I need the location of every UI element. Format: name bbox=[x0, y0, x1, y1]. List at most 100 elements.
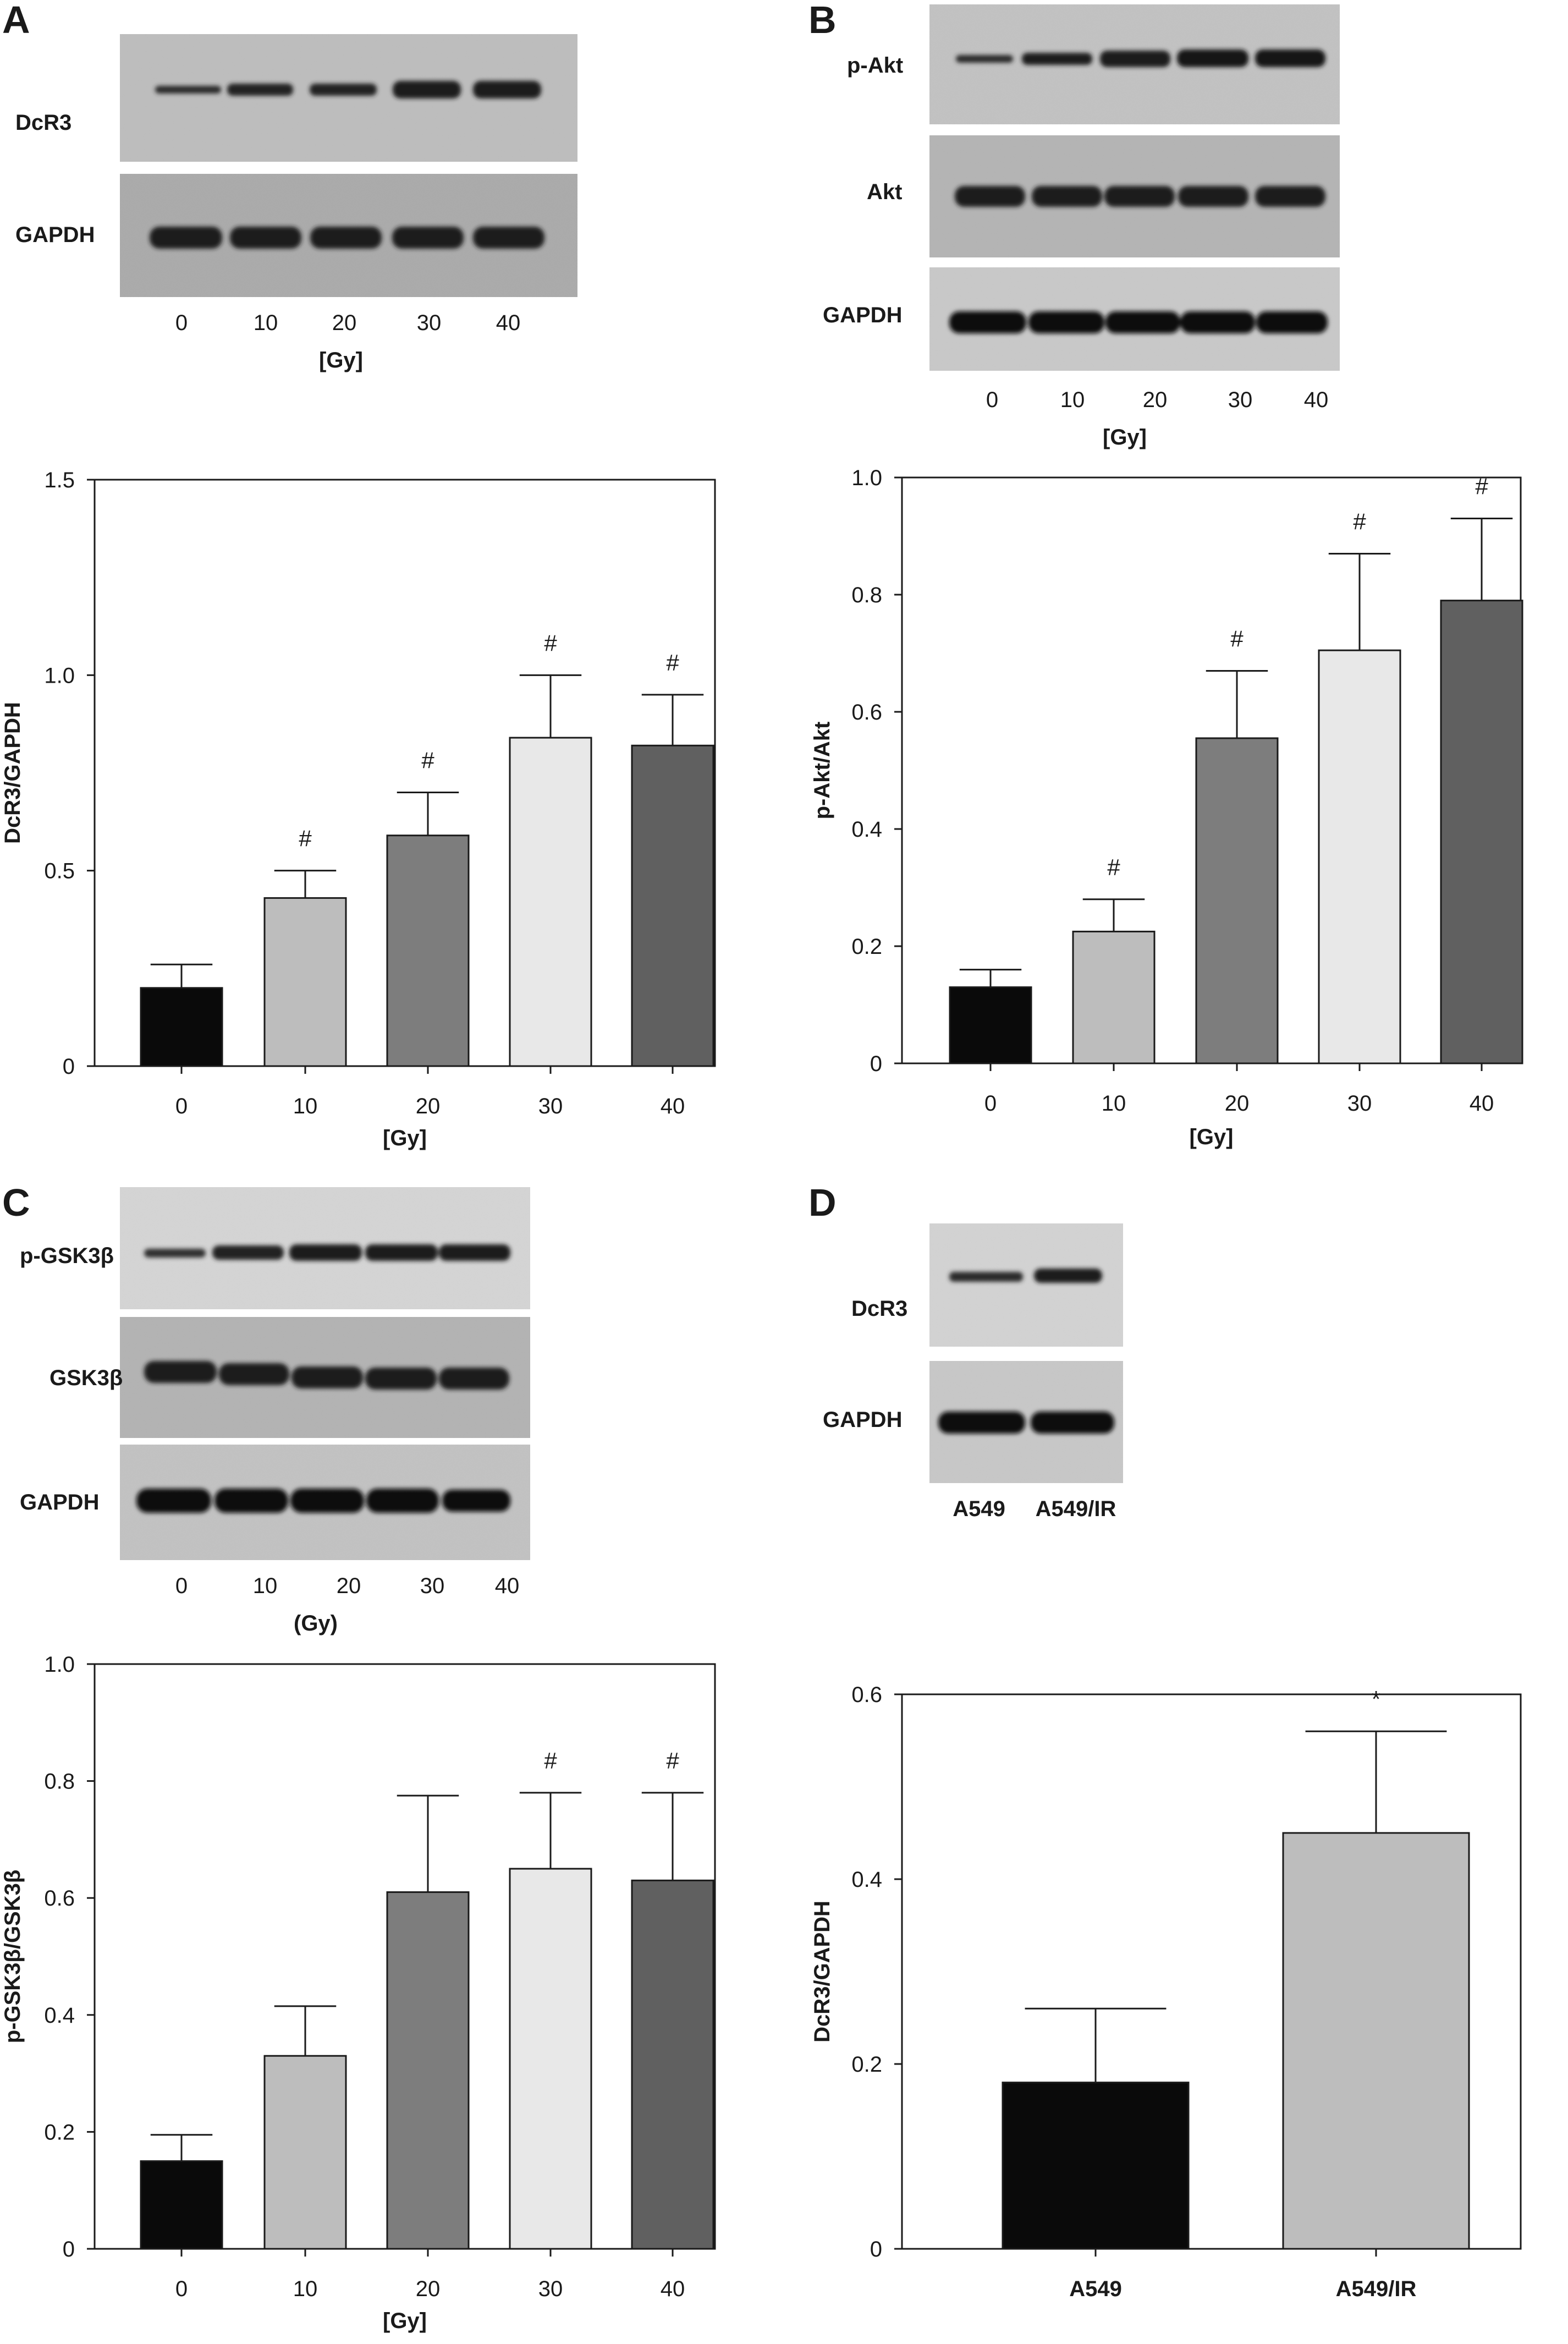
significance-hash: # bbox=[421, 748, 434, 773]
x-tick-label: 40 bbox=[661, 1094, 685, 1118]
band bbox=[1255, 186, 1325, 207]
x-tick-label: 30 bbox=[538, 2277, 563, 2301]
panel-letter-b: B bbox=[808, 0, 837, 41]
blot-a-lane-40: 40 bbox=[496, 311, 521, 335]
y-tick-label: 0 bbox=[63, 2237, 75, 2261]
band bbox=[1178, 186, 1248, 207]
x-tick-label: 10 bbox=[293, 2277, 318, 2301]
bar bbox=[1002, 2082, 1190, 2250]
band bbox=[1031, 1412, 1114, 1434]
significance-hash: # bbox=[544, 630, 557, 656]
band bbox=[1100, 51, 1170, 67]
significance-hash: # bbox=[544, 1748, 557, 1774]
blot-b-label-gapdh: GAPDH bbox=[823, 303, 902, 327]
significance-hash: # bbox=[666, 650, 679, 676]
y-axis-title: p-GSK3β/GSK3β bbox=[1, 1870, 25, 2044]
band bbox=[144, 1361, 217, 1383]
y-tick-label: 1.0 bbox=[851, 466, 882, 490]
x-axis-title: [Gy] bbox=[383, 2309, 427, 2333]
band bbox=[289, 1244, 362, 1261]
blot-a-xlabel: [Gy] bbox=[319, 348, 363, 372]
band bbox=[155, 86, 221, 94]
y-axis-title: DcR3/GAPDH bbox=[1, 702, 25, 844]
bar bbox=[263, 2055, 347, 2250]
y-tick-label: 0 bbox=[63, 1055, 75, 1079]
bar bbox=[1072, 930, 1156, 1064]
band bbox=[955, 186, 1025, 207]
band bbox=[956, 55, 1013, 63]
bar bbox=[140, 987, 223, 1067]
panel-letter-a: A bbox=[2, 0, 30, 41]
bar-chart-c: 0 0.2 0.4 0.6 0.8 1.0 0 10 20 30 #40 # [Gy] p-GSK3β/G… bbox=[1, 1653, 716, 2333]
y-tick-label: 0.4 bbox=[44, 2003, 75, 2028]
x-tick-label: A549 bbox=[1069, 2277, 1122, 2301]
bar-chart-d: 0 0.2 0.4 0.6 A549 A549/IR * DcR3/GAPDH bbox=[810, 1683, 1522, 2301]
blot-c-lane-40: 40 bbox=[495, 1574, 520, 1598]
blot-c-label-gsk3b: GSK3β bbox=[49, 1366, 123, 1390]
band bbox=[473, 227, 544, 249]
band bbox=[439, 1244, 510, 1261]
blot-a-lane-20: 20 bbox=[332, 311, 357, 335]
y-tick-label: 0 bbox=[870, 1052, 882, 1076]
blot-b-lane-20: 20 bbox=[1143, 388, 1168, 412]
x-tick-label: A549/IR bbox=[1336, 2277, 1417, 2301]
x-tick-label: 0 bbox=[984, 1091, 997, 1116]
band bbox=[291, 1366, 363, 1388]
y-tick-label: 0.4 bbox=[851, 817, 882, 842]
blot-b-xlabel: [Gy] bbox=[1103, 425, 1147, 449]
band bbox=[1028, 311, 1104, 333]
bar bbox=[386, 1891, 470, 2250]
band bbox=[310, 84, 377, 96]
significance-hash: # bbox=[1107, 854, 1120, 880]
band bbox=[227, 84, 293, 96]
bar bbox=[509, 1868, 592, 2250]
blot-c-xlabel: (Gy) bbox=[294, 1611, 338, 1635]
y-tick-label: 0.6 bbox=[851, 700, 882, 724]
western-blot-d: DcR3 GAPDH A549 A549/IR bbox=[823, 1223, 1123, 1521]
bar bbox=[631, 744, 714, 1067]
bar bbox=[263, 897, 347, 1067]
y-tick-label: 0.2 bbox=[851, 2052, 882, 2077]
western-blot-a: DcR3 GAPDH 0 10 20 30 40 [Gy] bbox=[15, 34, 577, 372]
panel-letter-d: D bbox=[808, 1181, 837, 1224]
band bbox=[1034, 1269, 1102, 1283]
significance-hash: # bbox=[1353, 508, 1366, 534]
band bbox=[938, 1412, 1025, 1434]
band bbox=[230, 227, 301, 249]
band bbox=[949, 311, 1026, 333]
bar bbox=[140, 2160, 223, 2250]
band bbox=[366, 1489, 439, 1513]
y-tick-label: 0.4 bbox=[851, 1868, 882, 1892]
bar bbox=[949, 986, 1032, 1064]
band bbox=[214, 1489, 288, 1513]
x-tick-label: 40 bbox=[661, 2277, 685, 2301]
band bbox=[1104, 186, 1175, 207]
blot-a-lane-30: 30 bbox=[417, 311, 442, 335]
band bbox=[365, 1244, 438, 1261]
blot-b-label-akt: Akt bbox=[867, 180, 902, 204]
panel-letter-c: C bbox=[2, 1181, 30, 1224]
x-tick-label: 0 bbox=[175, 2277, 188, 2301]
blot-a-label-dcr3: DcR3 bbox=[15, 111, 71, 135]
blot-b-lane-0: 0 bbox=[986, 388, 998, 412]
y-tick-label: 0.5 bbox=[44, 859, 75, 883]
western-blot-b: p-Akt Akt GAPDH 0 10 20 30 40 [Gy] bbox=[823, 4, 1340, 449]
x-tick-label: 0 bbox=[175, 1094, 188, 1118]
band bbox=[150, 227, 222, 249]
significance-hash: # bbox=[1475, 474, 1488, 499]
x-tick-label: 20 bbox=[416, 1094, 441, 1118]
blot-c-lane-0: 0 bbox=[175, 1574, 188, 1598]
y-tick-label: 1.0 bbox=[44, 1653, 75, 1677]
bar bbox=[509, 737, 592, 1067]
band bbox=[1022, 53, 1092, 65]
y-tick-label: 1.0 bbox=[44, 663, 75, 688]
x-tick-label: 20 bbox=[416, 2277, 441, 2301]
band bbox=[392, 227, 464, 249]
band bbox=[290, 1489, 364, 1513]
blot-d-label-gapdh: GAPDH bbox=[823, 1408, 902, 1432]
y-tick-label: 0.6 bbox=[851, 1683, 882, 1707]
bar bbox=[1282, 1832, 1470, 2250]
x-tick-label: 30 bbox=[1347, 1091, 1372, 1116]
y-tick-label: 0.2 bbox=[44, 2120, 75, 2144]
